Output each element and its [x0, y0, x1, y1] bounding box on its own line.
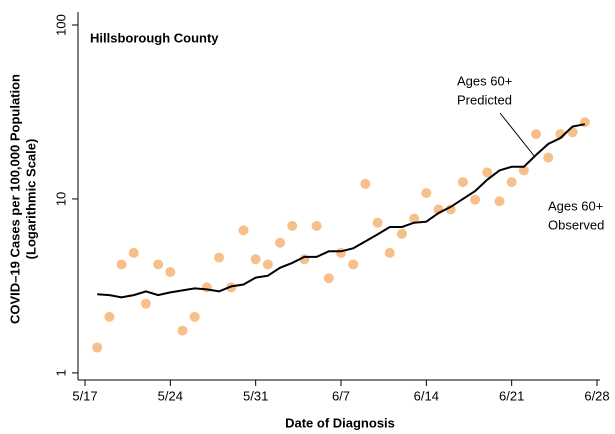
series-label: Predicted — [457, 92, 512, 107]
data-point — [494, 196, 505, 207]
y-tick-label: 100 — [53, 14, 68, 36]
data-point — [396, 228, 407, 239]
data-point — [518, 165, 529, 176]
data-point — [336, 247, 346, 258]
data-point — [128, 247, 139, 258]
predicted-line — [97, 123, 585, 299]
data-point — [482, 167, 493, 178]
leader-line — [499, 112, 536, 158]
data-point — [384, 247, 395, 258]
data-point — [140, 298, 151, 309]
y-axis-label: (Logarithmic Scale) — [23, 139, 38, 260]
data-point — [311, 220, 322, 231]
data-point — [250, 254, 261, 265]
x-tick-label: 5/17 — [72, 388, 97, 403]
x-tick-label: 6/28 — [584, 388, 609, 403]
data-point — [104, 311, 115, 322]
data-point — [457, 177, 468, 188]
data-point — [262, 259, 273, 270]
data-point — [543, 152, 554, 163]
data-point — [214, 252, 225, 263]
x-tick-label: 5/24 — [158, 388, 183, 403]
data-point — [372, 217, 383, 228]
data-point — [238, 225, 249, 236]
data-point — [409, 213, 420, 224]
data-point — [470, 194, 481, 205]
series-label: Ages 60+ — [457, 73, 512, 88]
y-axis-label: COVID–19 Cases per 100,000 Population — [7, 74, 22, 324]
data-point — [189, 311, 200, 322]
x-tick-label: 5/31 — [243, 388, 268, 403]
y-tick-label: 10 — [53, 192, 68, 206]
x-tick-label: 6/21 — [499, 388, 524, 403]
chart-title: Hillsborough County — [90, 30, 219, 45]
series-label: Ages 60+ — [548, 198, 603, 213]
data-point — [116, 259, 127, 270]
data-point — [92, 342, 103, 353]
x-tick-label: 6/14 — [414, 388, 439, 403]
data-point — [360, 178, 371, 189]
data-point — [348, 259, 359, 270]
x-axis-label: Date of Diagnosis — [285, 415, 395, 430]
data-point — [445, 204, 456, 215]
data-point — [323, 273, 334, 284]
series-label: Observed — [548, 217, 604, 232]
data-point — [165, 267, 176, 278]
y-tick-label: 1 — [53, 369, 68, 376]
data-point — [177, 325, 188, 336]
data-point — [275, 237, 286, 248]
data-point — [287, 220, 298, 231]
data-point — [421, 188, 432, 199]
x-tick-label: 6/7 — [332, 388, 350, 403]
data-point — [506, 177, 517, 188]
data-point — [531, 129, 542, 140]
data-point — [153, 259, 164, 270]
